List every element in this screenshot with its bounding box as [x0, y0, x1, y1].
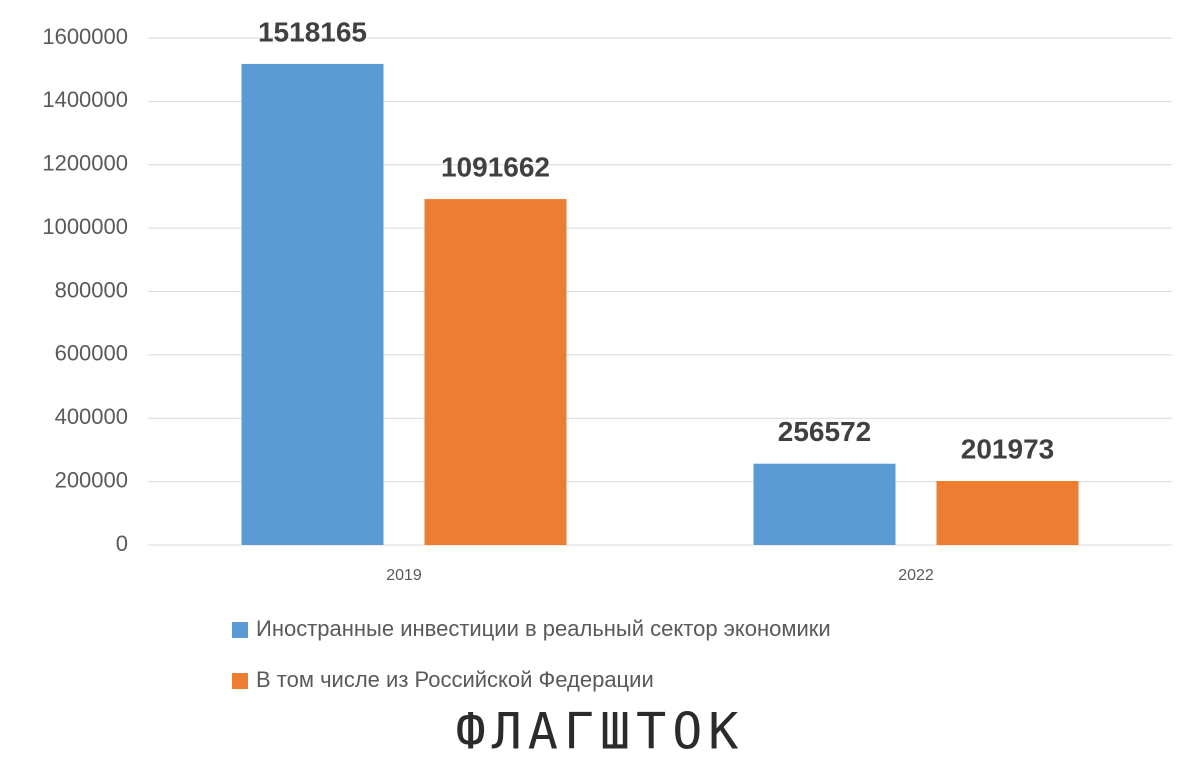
watermark: ФЛАГШТОК — [456, 703, 745, 761]
y-tick-label: 1600000 — [42, 24, 128, 49]
legend-label: Иностранные инвестиции в реальный сектор… — [256, 616, 831, 641]
y-tick-label: 200000 — [55, 467, 128, 492]
legend-label: В том числе из Российской Федерации — [256, 667, 654, 692]
y-tick-label: 600000 — [55, 341, 128, 366]
bar — [241, 63, 384, 546]
value-label: 1091662 — [441, 151, 550, 182]
y-tick-label: 1200000 — [42, 151, 128, 176]
bar — [424, 199, 567, 546]
x-tick-label: 2022 — [898, 567, 934, 584]
bar — [753, 463, 896, 545]
legend-swatch — [232, 673, 248, 689]
x-tick-label: 2019 — [386, 567, 422, 584]
y-tick-label: 1400000 — [42, 87, 128, 112]
y-tick-label: 1000000 — [42, 214, 128, 239]
value-label: 256572 — [778, 416, 871, 447]
y-tick-label: 400000 — [55, 404, 128, 429]
y-tick-label: 800000 — [55, 277, 128, 302]
value-label: 201973 — [961, 433, 1054, 464]
value-label: 1518165 — [258, 16, 367, 47]
bar — [936, 480, 1079, 545]
legend-swatch — [232, 622, 248, 638]
y-tick-label: 0 — [116, 531, 128, 556]
